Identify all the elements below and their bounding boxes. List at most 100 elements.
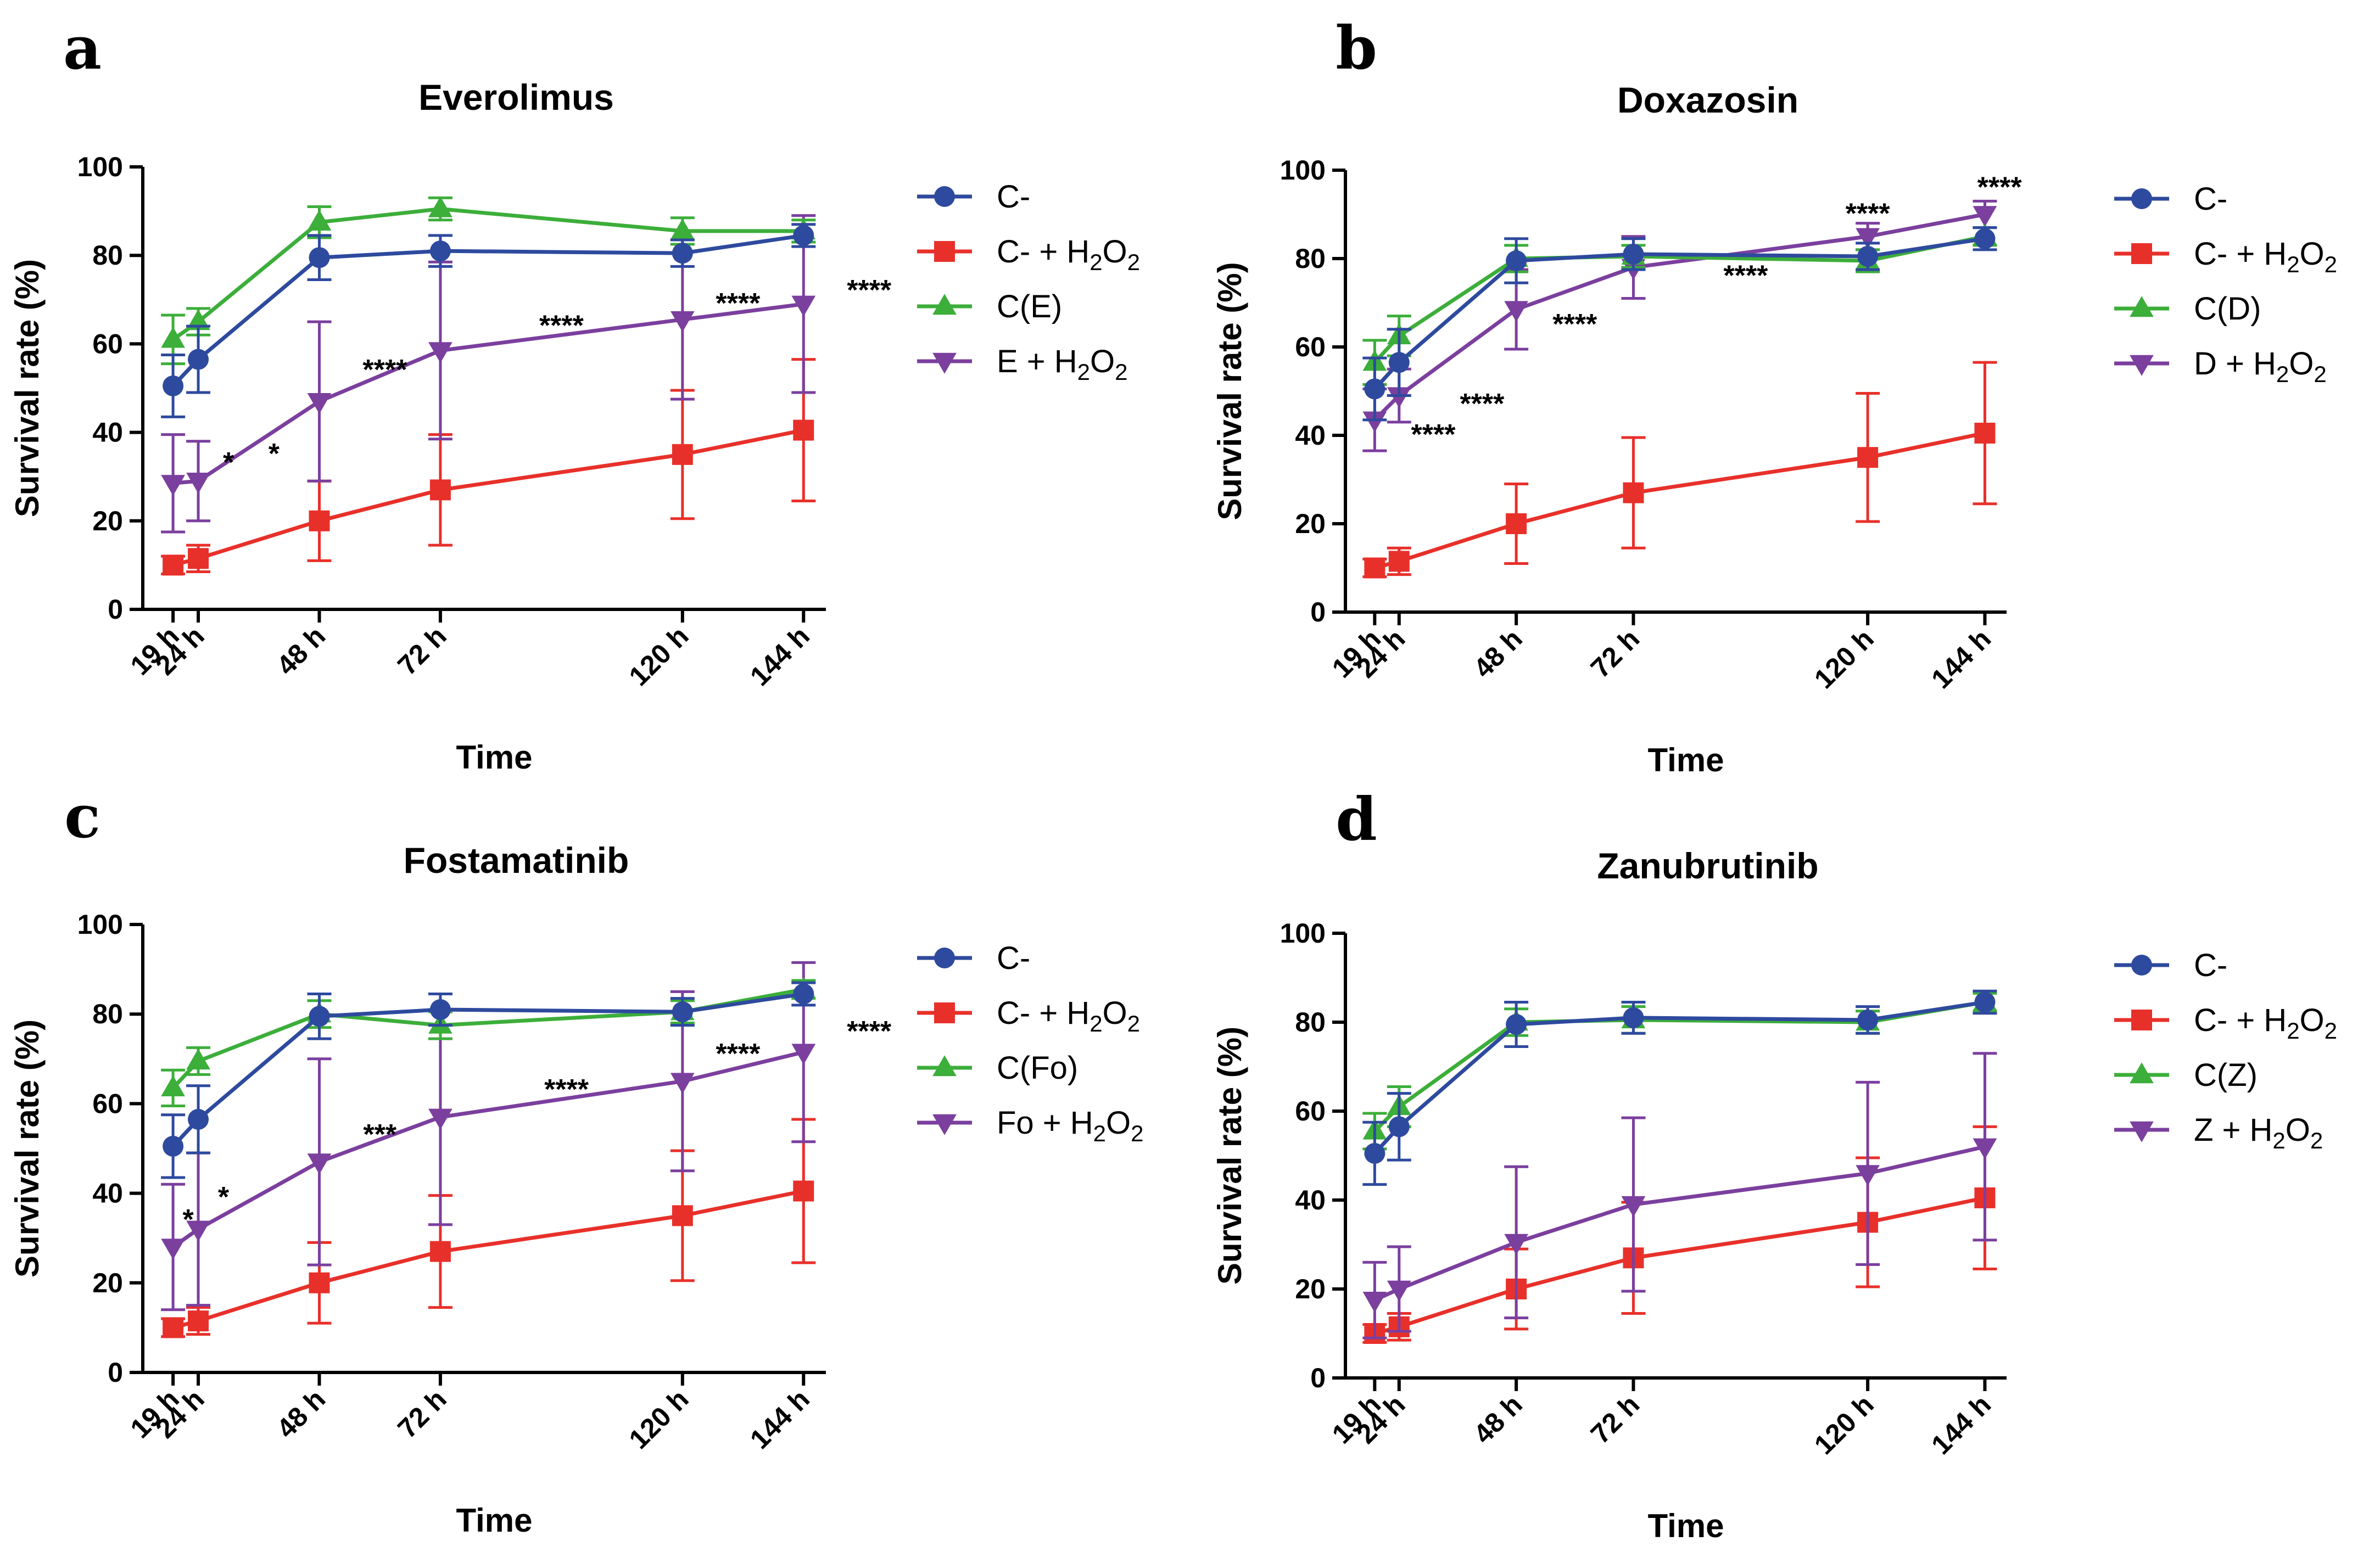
data-point	[163, 375, 184, 396]
data-point	[1388, 352, 1410, 373]
series-2	[1362, 223, 1997, 386]
significance-label: *	[218, 1181, 230, 1213]
data-point	[186, 1220, 210, 1242]
legend-marker	[932, 1114, 957, 1135]
legend-label: C(E)	[997, 289, 1062, 324]
legend-label: C(D)	[2194, 291, 2261, 327]
data-point	[309, 510, 330, 531]
y-tick-label: 60	[92, 328, 123, 359]
y-axis-label: Survival rate (%)	[9, 1019, 46, 1277]
data-point	[428, 342, 452, 363]
data-point	[1856, 228, 1880, 249]
series-line	[172, 302, 804, 485]
significance-label: ****	[716, 1038, 761, 1070]
legend-item: C- + H2O2	[2114, 236, 2337, 277]
legend-item: C(E)	[917, 289, 1062, 324]
y-tick-label: 0	[108, 594, 123, 625]
series-line	[172, 1189, 804, 1330]
panel-letter: c	[64, 782, 100, 851]
x-tick-label: 144 h	[1925, 623, 1997, 694]
legend-item: C- + H2O2	[2114, 1002, 2337, 1044]
data-point	[188, 1310, 209, 1332]
series-1	[1362, 361, 1997, 579]
y-tick-label: 80	[92, 240, 123, 271]
y-tick-label: 40	[1295, 1185, 1326, 1215]
y-tick-label: 0	[1310, 1363, 1326, 1393]
legend-item: C-	[917, 179, 1030, 215]
series-line	[171, 233, 804, 388]
legend-item: E + H2O2	[917, 344, 1128, 385]
data-point	[670, 311, 695, 332]
x-tick-label: 144 h	[744, 1383, 815, 1455]
series-line	[172, 428, 804, 567]
data-point	[161, 475, 185, 496]
significance-label: ****	[1723, 260, 1768, 292]
legend-item: C(Z)	[2114, 1057, 2258, 1093]
y-tick-label: 100	[77, 909, 123, 940]
data-point	[1621, 1196, 1646, 1217]
series-1	[1362, 1125, 1997, 1344]
significance-label: *	[183, 1204, 194, 1236]
significance-label: ****	[716, 288, 761, 320]
legend-marker	[934, 186, 955, 207]
legend-marker	[2130, 355, 2154, 376]
y-tick-label: 20	[92, 506, 123, 536]
series-0	[161, 223, 816, 418]
legend-item: C- + H2O2	[917, 995, 1140, 1036]
data-point	[429, 1241, 451, 1262]
data-point	[791, 295, 816, 317]
legend-label: C-	[997, 940, 1030, 976]
data-point	[1388, 551, 1410, 572]
legend-label: C-	[997, 179, 1030, 215]
data-point	[1364, 1142, 1385, 1164]
legend-item: C(Fo)	[917, 1050, 1078, 1086]
data-point	[163, 1135, 184, 1157]
x-tick-label: 48 h	[271, 620, 331, 681]
legend-item: C-	[2114, 181, 2227, 217]
data-point	[163, 554, 184, 576]
x-tick-label: 144 h	[1925, 1389, 1997, 1460]
significance-label: ****	[544, 1074, 589, 1106]
series-line	[1373, 1145, 1986, 1302]
data-point	[309, 247, 330, 268]
significance-label: ****	[847, 1016, 892, 1047]
y-tick-label: 80	[92, 999, 123, 1029]
y-tick-label: 60	[1295, 332, 1326, 362]
legend-marker	[2130, 1062, 2154, 1084]
y-tick-label: 40	[92, 1178, 123, 1209]
legend-marker	[2130, 296, 2154, 317]
x-tick-label: 72 h	[392, 620, 452, 681]
data-point	[672, 1205, 693, 1226]
data-point	[1857, 447, 1879, 468]
data-point	[793, 1180, 814, 1202]
data-point	[1623, 243, 1644, 265]
series-3	[161, 961, 816, 1312]
significance-label: ***	[363, 1119, 396, 1151]
legend-marker	[2131, 955, 2152, 976]
data-point	[670, 218, 695, 240]
significance-label: ****	[1977, 171, 2023, 203]
x-tick-label: 48 h	[1468, 1389, 1528, 1449]
data-point	[1974, 228, 1996, 249]
series-line	[1374, 431, 1986, 570]
data-point	[309, 1272, 330, 1293]
chart-title: Zanubrutinib	[1597, 845, 1818, 886]
x-axis-label: Time	[456, 1502, 533, 1539]
legend-marker	[932, 294, 957, 315]
data-point	[1506, 250, 1527, 272]
data-point	[428, 196, 452, 217]
legend-label: C- + H2O2	[2194, 236, 2337, 277]
series-line	[172, 1050, 804, 1249]
data-point	[1387, 387, 1411, 408]
y-tick-label: 20	[92, 1268, 123, 1298]
data-point	[1364, 557, 1385, 579]
data-point	[672, 1001, 693, 1023]
legend-label: C(Fo)	[997, 1050, 1078, 1086]
significance-label: ****	[1552, 309, 1597, 340]
data-point	[1504, 1234, 1528, 1255]
data-point	[1974, 991, 1996, 1013]
series-3	[1362, 199, 1997, 452]
y-tick-label: 20	[1295, 508, 1326, 539]
